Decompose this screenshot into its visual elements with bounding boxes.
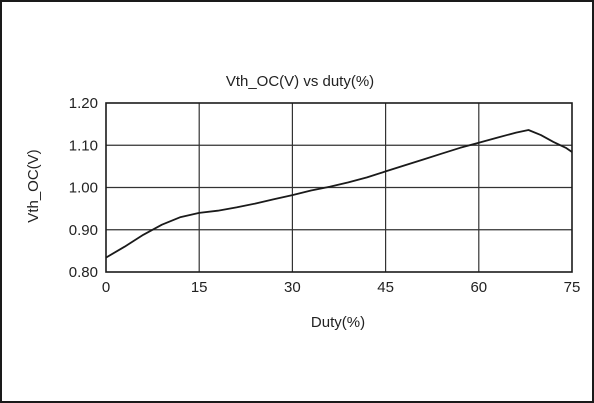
x-tick-label: 45 [377,279,394,296]
y-axis-label: Vth_OC(V) [25,149,42,222]
x-tick-label: 60 [470,279,487,296]
x-tick-label: 15 [191,279,208,296]
x-tick-label: 0 [102,279,110,296]
x-axis-label: Duty(%) [311,314,365,331]
x-tick-label: 75 [564,279,581,296]
x-tick-label: 30 [284,279,301,296]
y-tick-label: 1.00 [69,180,98,197]
x-tick-labels: 0 15 30 45 60 75 [102,279,581,296]
y-tick-label: 1.20 [69,95,98,112]
series-line-vth-oc [105,129,573,259]
chart-title: Vth_OC(V) vs duty(%) [226,73,374,90]
y-tick-labels: 1.20 1.10 1.00 0.90 0.80 [69,95,98,281]
plot-area [105,102,573,273]
y-tick-label: 0.90 [69,222,98,239]
y-tick-label: 1.10 [69,137,98,154]
grid [106,103,572,272]
y-tick-label: 0.80 [69,264,98,281]
